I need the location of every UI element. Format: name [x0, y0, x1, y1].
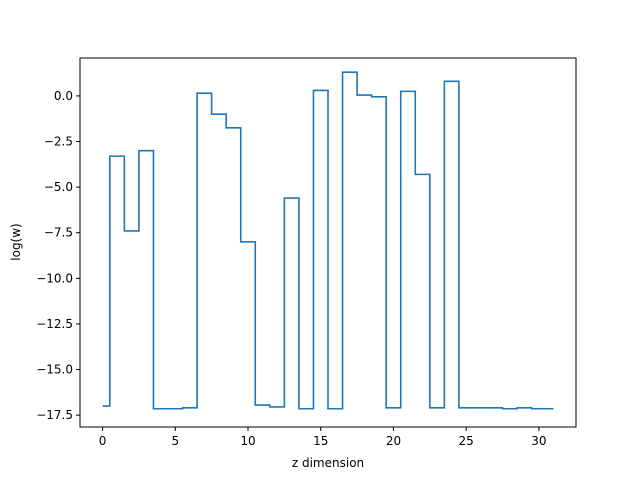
- x-axis-label: z dimension: [292, 456, 364, 470]
- x-tick-label: 25: [459, 434, 474, 448]
- y-tick-label: −10.0: [36, 271, 73, 285]
- x-tick-label: 30: [531, 434, 546, 448]
- y-tick-label: −12.5: [36, 317, 73, 331]
- y-tick-label: −7.5: [44, 226, 73, 240]
- series-line: [102, 71, 554, 410]
- y-axis-ticks: 0.0 −2.5 −5.0 −7.5 −10.0 −12.5 −15.0 −17.5: [36, 89, 80, 422]
- x-axis-ticks: 0 5 10 15 20 25 30: [99, 427, 547, 448]
- plot-border: [79, 57, 577, 428]
- y-tick-label: −5.0: [44, 180, 73, 194]
- x-tick-label: 5: [171, 434, 179, 448]
- x-tick-label: 20: [386, 434, 401, 448]
- series-layer: [102, 71, 554, 410]
- y-tick-label: −15.0: [36, 363, 73, 377]
- y-tick-label: −2.5: [44, 135, 73, 149]
- x-tick-label: 10: [240, 434, 255, 448]
- x-tick-label: 0: [99, 434, 107, 448]
- x-tick-label: 15: [313, 434, 328, 448]
- y-axis-label: log(w): [9, 223, 23, 260]
- y-tick-label: 0.0: [54, 89, 73, 103]
- y-tick-label: −17.5: [36, 408, 73, 422]
